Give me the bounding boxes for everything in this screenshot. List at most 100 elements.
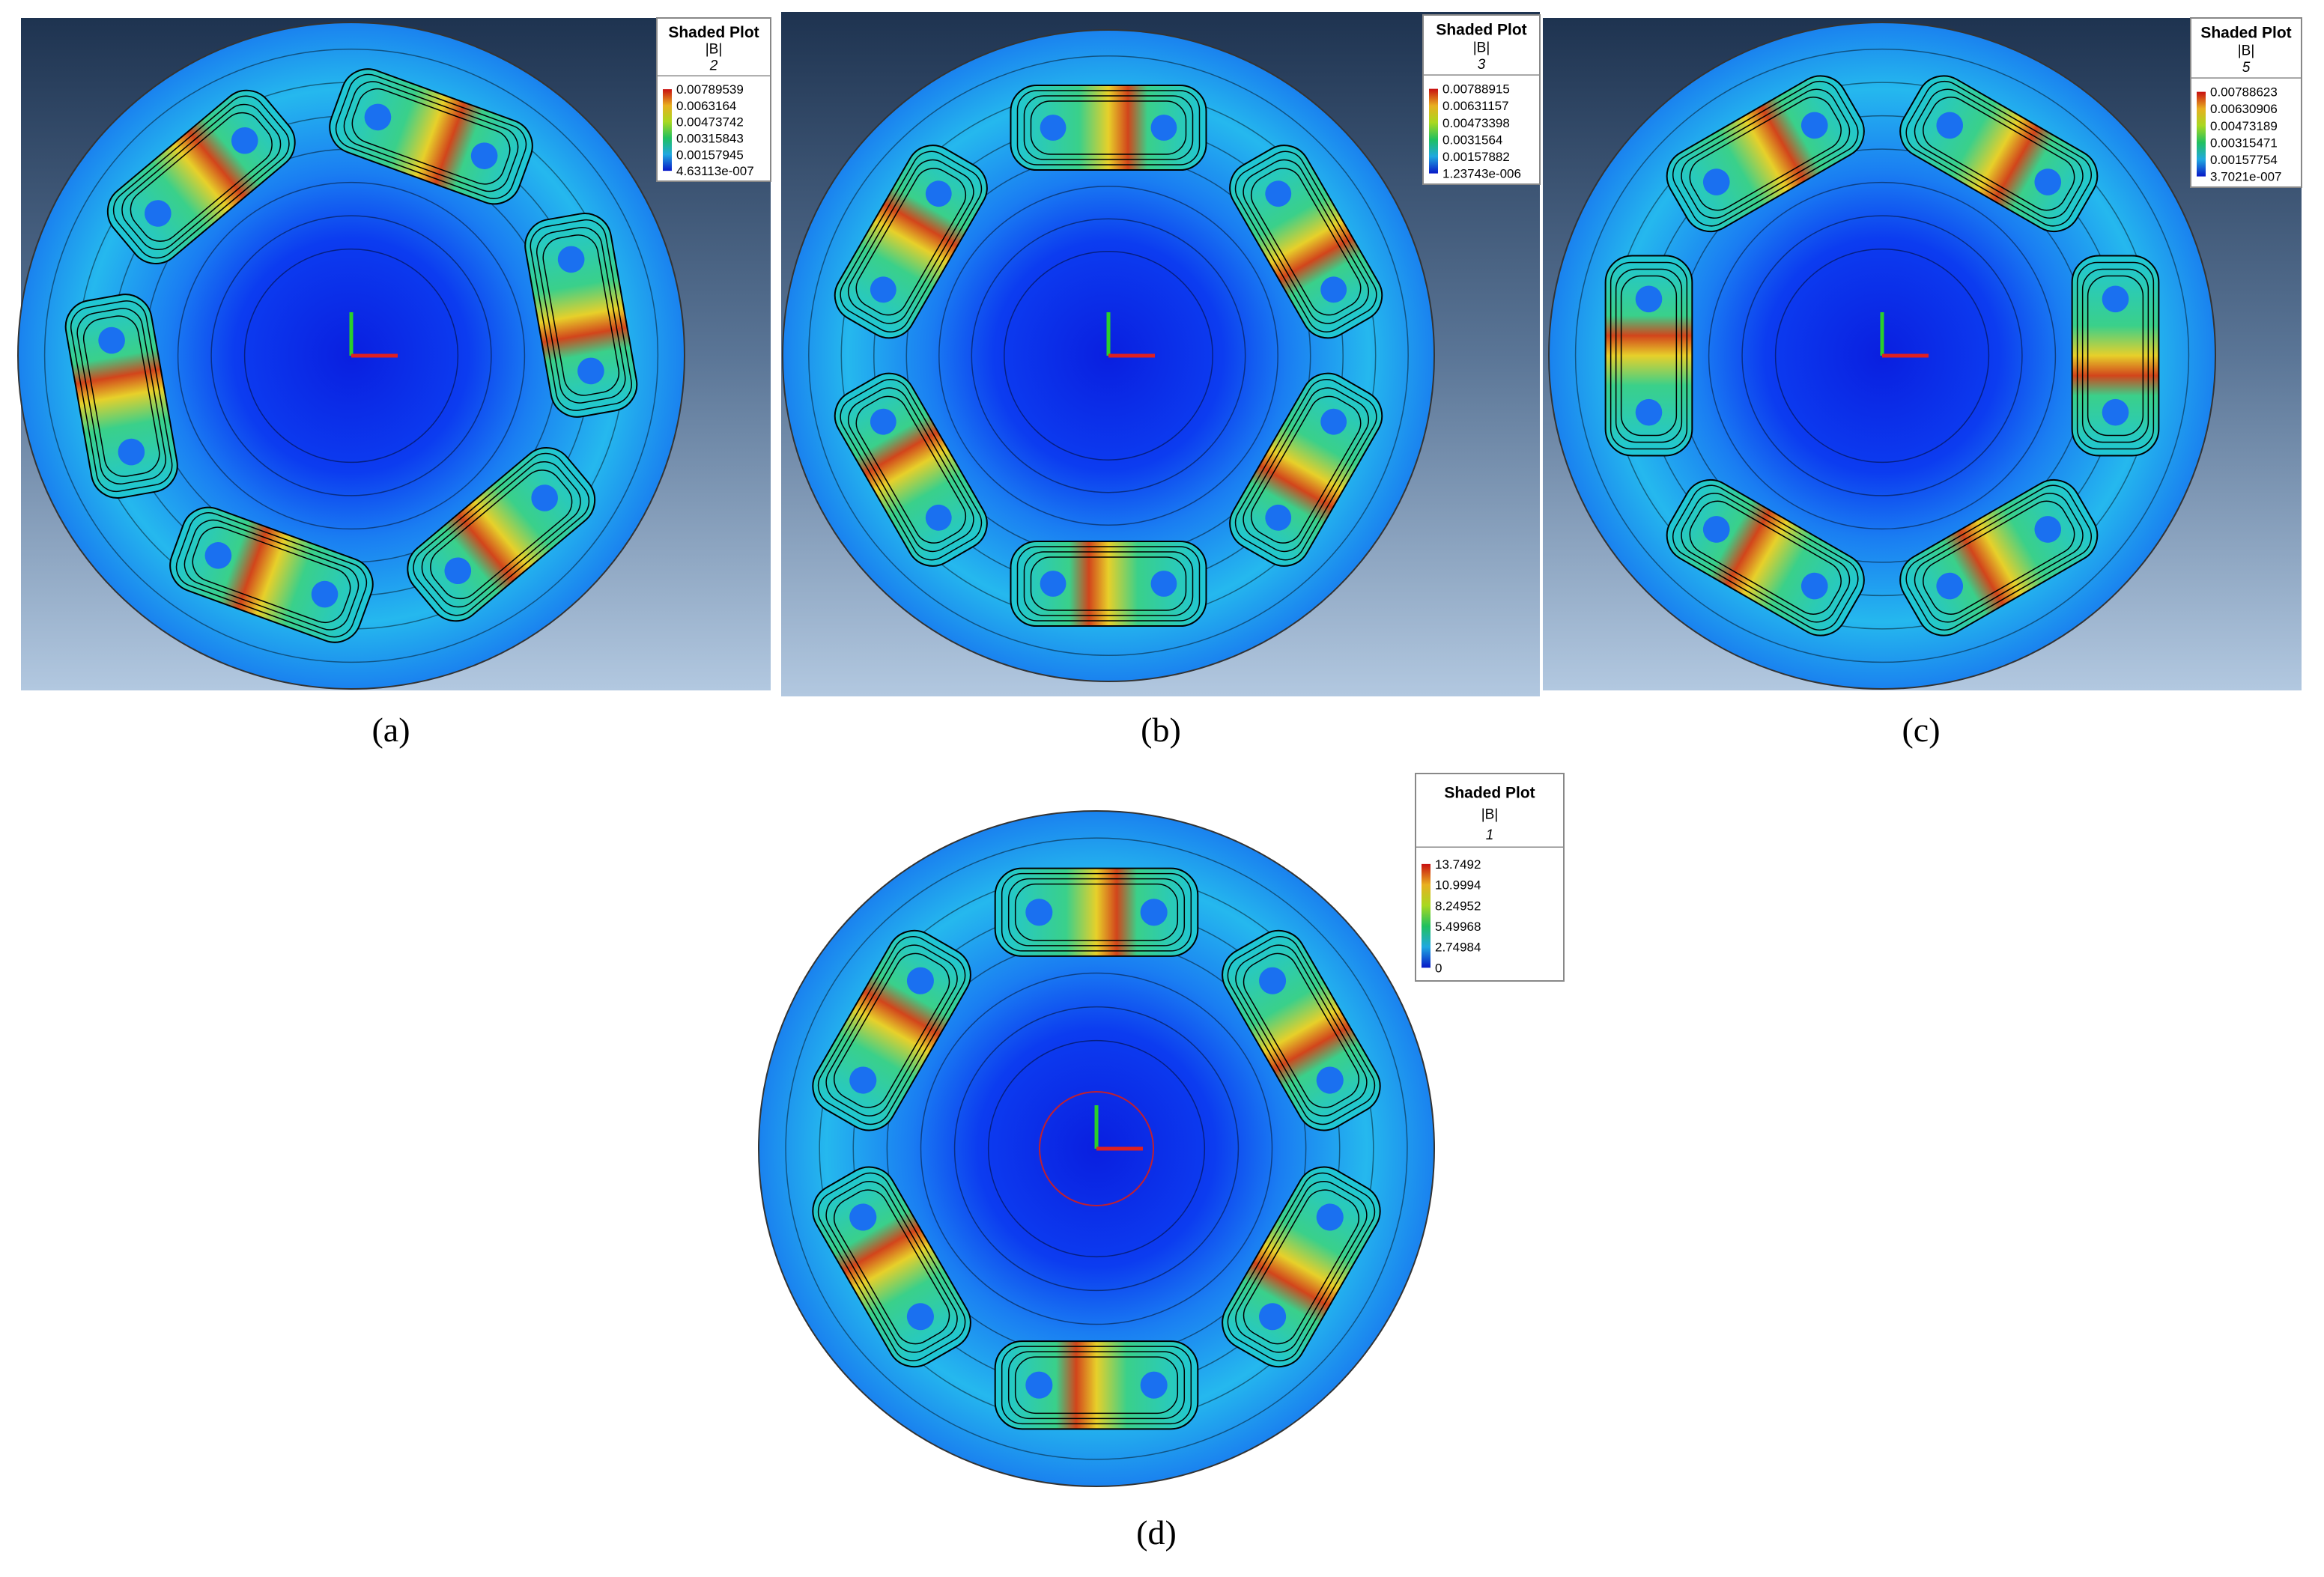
coil-hole bbox=[1936, 112, 1964, 139]
coil-contour bbox=[175, 512, 368, 638]
flux-line bbox=[987, 1039, 1206, 1258]
coil-hole bbox=[1316, 1066, 1344, 1094]
panel: Shaded Plot|B|2 0.00789539 0.0063164 0.0047… bbox=[17, 17, 771, 749]
coil-hole bbox=[1702, 168, 1730, 195]
coil bbox=[1229, 145, 1383, 339]
coil bbox=[812, 929, 971, 1131]
legend-value: 0.00315471 bbox=[2210, 136, 2278, 150]
coil bbox=[2071, 255, 2160, 457]
legend-title: Shaded Plot bbox=[2200, 25, 2291, 42]
legend-title: Shaded Plot bbox=[1436, 22, 1526, 39]
panel-caption: (b) bbox=[1141, 711, 1181, 749]
coil-contour bbox=[1672, 484, 1859, 631]
coil-contour bbox=[1014, 1356, 1179, 1415]
panel-caption: (c) bbox=[1902, 711, 1940, 749]
coil bbox=[994, 1340, 1199, 1430]
flux-line bbox=[243, 248, 459, 464]
legend-box bbox=[1422, 14, 1541, 185]
coil-contour bbox=[121, 103, 282, 251]
coil-contour bbox=[70, 300, 173, 493]
coil bbox=[1666, 478, 1865, 636]
coil-contour bbox=[82, 315, 160, 477]
coil-contour bbox=[847, 387, 974, 553]
coil-hole bbox=[1635, 285, 1663, 313]
coil-contour bbox=[1681, 88, 1851, 219]
coil bbox=[834, 372, 988, 567]
coil-contour bbox=[1235, 1181, 1368, 1353]
coil-hole bbox=[849, 1203, 877, 1231]
coil-hole bbox=[1936, 572, 1964, 600]
coil-contour bbox=[1227, 1172, 1376, 1361]
flux-line bbox=[971, 218, 1246, 493]
legend-value: 5.49968 bbox=[1435, 920, 1481, 934]
legend-value: 0.00157754 bbox=[2210, 153, 2278, 167]
coil-contour bbox=[1243, 159, 1370, 324]
legend-box bbox=[2190, 17, 2302, 188]
coil-contour bbox=[1016, 90, 1201, 165]
coil bbox=[994, 867, 1199, 957]
coil-hole bbox=[311, 580, 339, 608]
coil-hole bbox=[364, 103, 392, 131]
legend-value: 2.74984 bbox=[1435, 941, 1481, 955]
panel: Shaded Plot|B| 5 0.00788623 0.00630906 0.004… bbox=[1543, 17, 2302, 749]
legend-value: 0.00157945 bbox=[676, 148, 744, 162]
coil-contour bbox=[840, 151, 983, 332]
coil-body bbox=[329, 68, 533, 205]
coil bbox=[1604, 255, 1693, 457]
coil-hole bbox=[1320, 408, 1347, 435]
coil-contour bbox=[1007, 878, 1186, 946]
coil-contour bbox=[1681, 493, 1851, 623]
legend-colorbar bbox=[1422, 863, 1430, 968]
coil-contour bbox=[1250, 395, 1362, 544]
coil-contour bbox=[1235, 944, 1368, 1116]
coil-contour bbox=[1923, 97, 2075, 211]
coil-contour bbox=[1234, 151, 1377, 332]
coil-hole bbox=[1320, 276, 1347, 303]
legend-box bbox=[656, 17, 771, 182]
coil-contour bbox=[430, 470, 573, 600]
coil-hole bbox=[1259, 1303, 1287, 1331]
coil-hole bbox=[1265, 180, 1292, 207]
coil-contour bbox=[1905, 484, 2092, 631]
coil-hole bbox=[577, 357, 604, 385]
coil bbox=[1222, 1166, 1381, 1368]
coil-hole bbox=[1800, 572, 1828, 600]
legend-value: 0.00473742 bbox=[676, 115, 744, 130]
coil-body bbox=[1604, 255, 1693, 457]
coil-hole bbox=[1150, 115, 1177, 141]
legend-title: Shaded Plot bbox=[668, 24, 759, 41]
panel: Shaded Plot|B| 3 0.00788915 0.00631157 0.004… bbox=[781, 12, 1541, 749]
flux-line bbox=[808, 55, 1409, 656]
coil-hole bbox=[145, 200, 172, 227]
legend-quantity: |B| bbox=[2238, 43, 2255, 58]
flux-line bbox=[785, 837, 1408, 1460]
legend-step: 5 bbox=[2242, 60, 2251, 76]
coil-contour bbox=[1620, 275, 1678, 437]
legend-box bbox=[1415, 773, 1565, 982]
coil-contour bbox=[855, 168, 967, 316]
coil-contour bbox=[335, 73, 527, 199]
coil-body bbox=[1010, 540, 1207, 628]
legend-title: Shaded Plot bbox=[1444, 785, 1535, 802]
coil-hole bbox=[870, 276, 896, 303]
coil-hole bbox=[1140, 899, 1168, 926]
coil bbox=[1010, 84, 1207, 171]
coil-contour bbox=[542, 234, 620, 396]
coil-contour bbox=[834, 952, 950, 1108]
coil-hole bbox=[531, 484, 558, 511]
coil bbox=[1229, 372, 1383, 567]
coil-contour bbox=[1250, 168, 1362, 316]
legend-value: 0.00315843 bbox=[676, 132, 744, 146]
coil-hole bbox=[118, 438, 145, 466]
coil-hole bbox=[906, 967, 934, 994]
coil-hole bbox=[849, 1066, 877, 1094]
coil-contour bbox=[130, 112, 273, 242]
flux-line bbox=[1004, 251, 1213, 461]
coil-contour bbox=[1905, 80, 2092, 227]
coil-hole bbox=[231, 127, 258, 154]
coil-hole bbox=[1702, 516, 1730, 543]
coil-contour bbox=[825, 1181, 958, 1353]
coil-hole bbox=[2034, 516, 2062, 543]
